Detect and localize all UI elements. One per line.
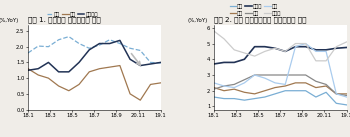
Legend: 미국, 일본, 유로지역: 미국, 일본, 유로지역 — [47, 12, 98, 17]
Text: 그림 1. 선진국의 인플레이션 추이: 그림 1. 선진국의 인플레이션 추이 — [28, 16, 101, 23]
Legend: 한국, 중국, 브라질, 인도, 터키, 멕시코: 한국, 중국, 브라질, 인도, 터키, 멕시코 — [230, 4, 281, 16]
Text: (%,YoY): (%,YoY) — [187, 18, 208, 23]
Text: (%,YoY): (%,YoY) — [0, 18, 19, 23]
Text: 그림 2. 주요 신흥시장국의 인플레이션 추이: 그림 2. 주요 신흥시장국의 인플레이션 추이 — [214, 16, 306, 23]
